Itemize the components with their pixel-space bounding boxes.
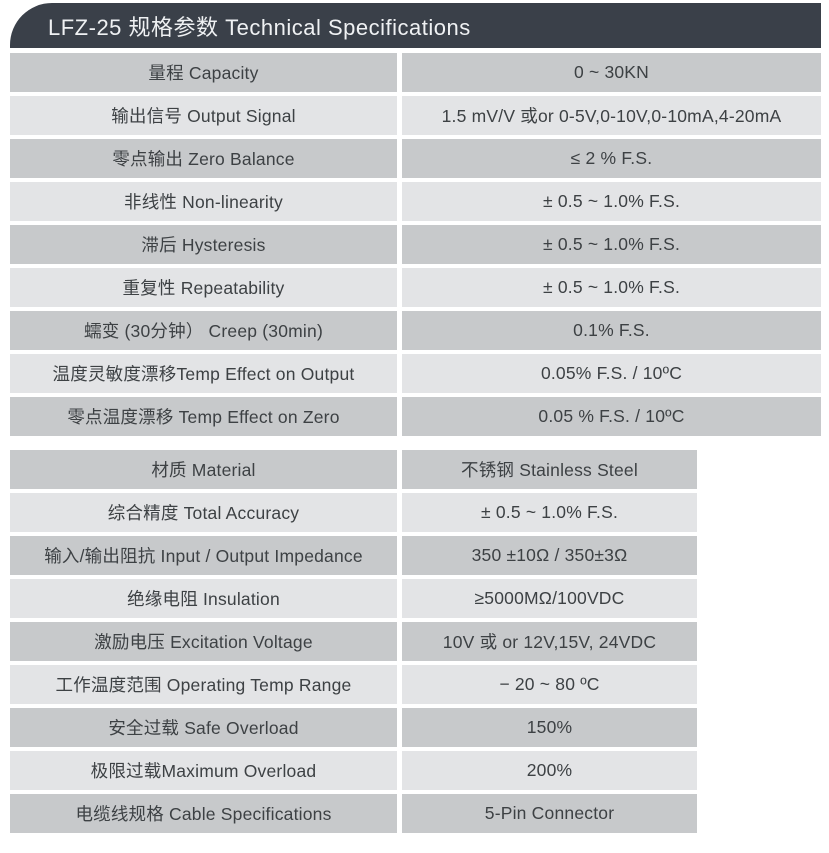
table-row: 安全过载 Safe Overload 150% — [10, 708, 697, 747]
spec-value: 200% — [402, 751, 697, 790]
spec-value: 0.05 % F.S. / 10ºC — [402, 397, 821, 436]
spec-value: 150% — [402, 708, 697, 747]
spec-label: 量程 Capacity — [10, 53, 397, 92]
spec-value: 350 ±10Ω / 350±3Ω — [402, 536, 697, 575]
spec-label: 材质 Material — [10, 450, 397, 489]
spec-value: ± 0.5 ~ 1.0% F.S. — [402, 182, 821, 221]
spec-value: 1.5 mV/V 或or 0-5V,0-10V,0-10mA,4-20mA — [402, 96, 821, 135]
spec-label: 安全过载 Safe Overload — [10, 708, 397, 747]
table-row: 输出信号 Output Signal 1.5 mV/V 或or 0-5V,0-1… — [10, 96, 821, 135]
spec-value: 0 ~ 30KN — [402, 53, 821, 92]
spec-label: 工作温度范围 Operating Temp Range — [10, 665, 397, 704]
spec-label: 绝缘电阻 Insulation — [10, 579, 397, 618]
table-row: 激励电压 Excitation Voltage 10V 或 or 12V,15V… — [10, 622, 697, 661]
spec-value: 10V 或 or 12V,15V, 24VDC — [402, 622, 697, 661]
spec-label: 电缆线规格 Cable Specifications — [10, 794, 397, 833]
spec-label: 激励电压 Excitation Voltage — [10, 622, 397, 661]
table-row: 材质 Material 不锈钢 Stainless Steel — [10, 450, 697, 489]
table-row: 绝缘电阻 Insulation ≥5000MΩ/100VDC — [10, 579, 697, 618]
table-row: 零点温度漂移 Temp Effect on Zero 0.05 % F.S. /… — [10, 397, 821, 436]
table-row: 温度灵敏度漂移Temp Effect on Output 0.05% F.S. … — [10, 354, 821, 393]
spec-label: 温度灵敏度漂移Temp Effect on Output — [10, 354, 397, 393]
spec-label: 滞后 Hysteresis — [10, 225, 397, 264]
table-row: 蠕变 (30分钟） Creep (30min) 0.1% F.S. — [10, 311, 821, 350]
spec-value: ± 0.5 ~ 1.0% F.S. — [402, 225, 821, 264]
table-row: 零点输出 Zero Balance ≤ 2 % F.S. — [10, 139, 821, 178]
spec-label: 综合精度 Total Accuracy — [10, 493, 397, 532]
spec-value: ≥5000MΩ/100VDC — [402, 579, 697, 618]
table-row: 综合精度 Total Accuracy ± 0.5 ~ 1.0% F.S. — [10, 493, 697, 532]
table-row: 极限过载Maximum Overload 200% — [10, 751, 697, 790]
spec-value: 0.05% F.S. / 10ºC — [402, 354, 821, 393]
spec-table-performance: 量程 Capacity 0 ~ 30KN 输出信号 Output Signal … — [10, 53, 821, 440]
spec-table-general: 材质 Material 不锈钢 Stainless Steel 综合精度 Tot… — [10, 450, 697, 837]
page-title: LFZ-25 规格参数 Technical Specifications — [48, 14, 471, 40]
table-row: 输入/输出阻抗 Input / Output Impedance 350 ±10… — [10, 536, 697, 575]
table-row: 重复性 Repeatability ± 0.5 ~ 1.0% F.S. — [10, 268, 821, 307]
spec-label: 输入/输出阻抗 Input / Output Impedance — [10, 536, 397, 575]
table-row: 非线性 Non-linearity ± 0.5 ~ 1.0% F.S. — [10, 182, 821, 221]
table-row: 滞后 Hysteresis ± 0.5 ~ 1.0% F.S. — [10, 225, 821, 264]
spec-label: 零点输出 Zero Balance — [10, 139, 397, 178]
table-row: 电缆线规格 Cable Specifications 5-Pin Connect… — [10, 794, 697, 833]
spec-value: ± 0.5 ~ 1.0% F.S. — [402, 493, 697, 532]
spec-label: 蠕变 (30分钟） Creep (30min) — [10, 311, 397, 350]
spec-label: 极限过载Maximum Overload — [10, 751, 397, 790]
spec-value: 0.1% F.S. — [402, 311, 821, 350]
spec-value: 不锈钢 Stainless Steel — [402, 450, 697, 489]
spec-value: ≤ 2 % F.S. — [402, 139, 821, 178]
section-header-bar: LFZ-25 规格参数 Technical Specifications — [10, 3, 821, 48]
spec-label: 非线性 Non-linearity — [10, 182, 397, 221]
table-row: 量程 Capacity 0 ~ 30KN — [10, 53, 821, 92]
spec-label: 重复性 Repeatability — [10, 268, 397, 307]
spec-value: ± 0.5 ~ 1.0% F.S. — [402, 268, 821, 307]
spec-value: 5-Pin Connector — [402, 794, 697, 833]
spec-label: 零点温度漂移 Temp Effect on Zero — [10, 397, 397, 436]
table-row: 工作温度范围 Operating Temp Range − 20 ~ 80 ºC — [10, 665, 697, 704]
spec-value: − 20 ~ 80 ºC — [402, 665, 697, 704]
spec-label: 输出信号 Output Signal — [10, 96, 397, 135]
